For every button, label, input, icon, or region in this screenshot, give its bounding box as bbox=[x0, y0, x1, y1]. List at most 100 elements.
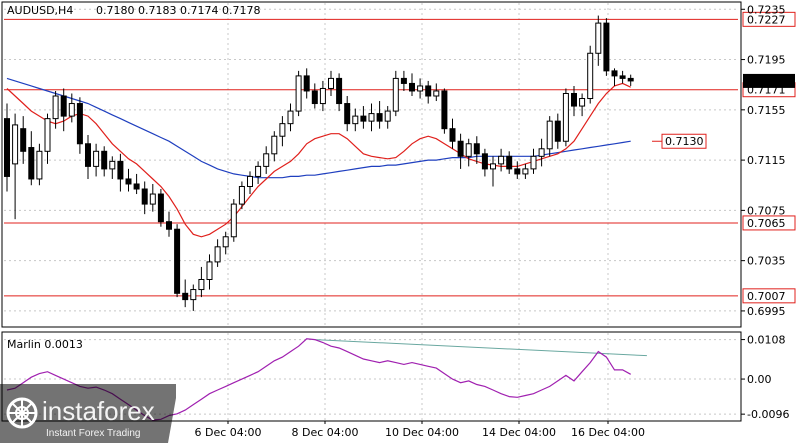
candle-body bbox=[271, 135, 278, 155]
candle-body bbox=[554, 120, 561, 142]
candle-body bbox=[465, 143, 472, 157]
candle-body bbox=[149, 193, 156, 205]
divergence-line bbox=[314, 339, 647, 357]
price-note: 0.7130 bbox=[652, 133, 707, 149]
oscillator-tick-label: -0.0096 bbox=[747, 408, 789, 421]
candle-body bbox=[4, 118, 10, 177]
price-tick-label: 0.7075 bbox=[747, 204, 786, 217]
candle-body bbox=[425, 85, 432, 97]
candle-body bbox=[133, 183, 140, 190]
level-label: 0.7065 bbox=[747, 217, 786, 230]
oscillator-tick-label: 0.0108 bbox=[747, 334, 786, 347]
candle-body bbox=[117, 160, 124, 180]
current-price-label: 0.7178 bbox=[747, 75, 786, 88]
candle-body bbox=[400, 77, 407, 84]
price-tick-label: 0.7035 bbox=[747, 255, 786, 268]
time-tick-label: 10 Dec 04:00 bbox=[385, 426, 459, 439]
time-tick-label: 6 Dec 04:00 bbox=[195, 426, 262, 439]
oscillator-tick-label: 0.00 bbox=[747, 373, 772, 386]
level-label-box bbox=[742, 215, 796, 231]
time-tick-label: 14 Dec 04:00 bbox=[482, 426, 556, 439]
candle-body bbox=[538, 148, 545, 157]
price-panel-frame bbox=[1, 1, 742, 328]
logo-emblem-icon bbox=[6, 397, 38, 429]
candle-body bbox=[255, 165, 262, 177]
slow-ma-path bbox=[6, 77, 631, 179]
candle-body bbox=[433, 90, 440, 97]
candle-body bbox=[303, 75, 310, 92]
oscillator-panel-frame bbox=[1, 331, 742, 422]
oscillator-gridlines bbox=[4, 333, 738, 420]
candle-body bbox=[295, 75, 302, 112]
candle-body bbox=[166, 221, 172, 230]
candle-body bbox=[44, 118, 51, 152]
candle-body bbox=[12, 124, 19, 165]
divergence-path bbox=[314, 339, 647, 357]
time-axis: 6 Dec 04:00 8 Dec 04:00 10 Dec 04:00 14 Dec… bbox=[195, 421, 645, 439]
candle-body bbox=[230, 203, 237, 238]
candle-body bbox=[141, 188, 148, 205]
candle-body bbox=[319, 87, 326, 105]
price-axis: 0.7235 0.7195 0.7155 0.7115 0.7075 0.7035 0.69… bbox=[741, 3, 795, 318]
candle-body bbox=[68, 103, 75, 117]
candle-body bbox=[368, 113, 375, 122]
candle-body bbox=[409, 82, 415, 92]
fast-moving-average bbox=[6, 82, 631, 238]
candle-body bbox=[198, 278, 205, 291]
candle-body bbox=[222, 236, 229, 248]
candle-body bbox=[546, 120, 553, 150]
chart-symbol: AUDUSD,H4 bbox=[7, 4, 73, 17]
candle-body bbox=[530, 155, 537, 170]
candle-body bbox=[392, 77, 399, 112]
logo-backdrop bbox=[0, 384, 176, 443]
candle-body bbox=[109, 160, 116, 170]
candle-body bbox=[157, 193, 164, 223]
candle-body bbox=[287, 110, 294, 125]
candle-body bbox=[28, 147, 35, 180]
candle-body bbox=[20, 128, 27, 152]
instaforex-logo: instaforex Instant Forex Trading bbox=[0, 384, 176, 443]
price-tick-label: 0.6995 bbox=[747, 305, 786, 318]
candle-body bbox=[247, 175, 253, 187]
candle-body bbox=[603, 22, 610, 72]
current-price-box bbox=[743, 73, 795, 88]
candle-body bbox=[174, 228, 181, 294]
candle-body bbox=[125, 178, 132, 185]
candle-body bbox=[595, 22, 602, 54]
logo-tagline: Instant Forex Trading bbox=[46, 428, 141, 439]
candle-body bbox=[352, 115, 359, 125]
candle-body bbox=[384, 110, 391, 122]
candle-body bbox=[417, 85, 424, 92]
level-label-box bbox=[742, 11, 796, 27]
candle-body bbox=[214, 246, 221, 263]
candle-body bbox=[182, 292, 189, 301]
candle-body bbox=[76, 103, 83, 145]
candle-body bbox=[190, 289, 197, 301]
candle-body bbox=[93, 150, 100, 167]
candle-body bbox=[238, 185, 245, 205]
candle-body bbox=[571, 92, 577, 107]
candle-body bbox=[457, 140, 464, 157]
time-tick-label: 16 Dec 04:00 bbox=[571, 426, 645, 439]
candle-body bbox=[473, 143, 480, 155]
candle-body bbox=[85, 143, 91, 167]
candle-body bbox=[449, 128, 456, 142]
candle-body bbox=[587, 52, 594, 100]
candle-body bbox=[490, 163, 496, 170]
candle-body bbox=[498, 155, 505, 165]
candle-body bbox=[52, 95, 59, 120]
logo-brand: instaforex bbox=[42, 396, 155, 426]
candle-body bbox=[514, 168, 521, 175]
candle-body bbox=[60, 95, 67, 117]
candle-body bbox=[101, 150, 108, 170]
oscillator-axis: 0.0108 0.00 -0.0096 bbox=[741, 334, 789, 421]
candle-body bbox=[562, 92, 569, 142]
candle-body bbox=[579, 98, 586, 107]
candle-body bbox=[619, 75, 626, 79]
price-gridlines bbox=[4, 3, 738, 326]
candle-body bbox=[441, 90, 448, 130]
candle-body bbox=[36, 150, 43, 180]
candle-body bbox=[506, 155, 513, 170]
